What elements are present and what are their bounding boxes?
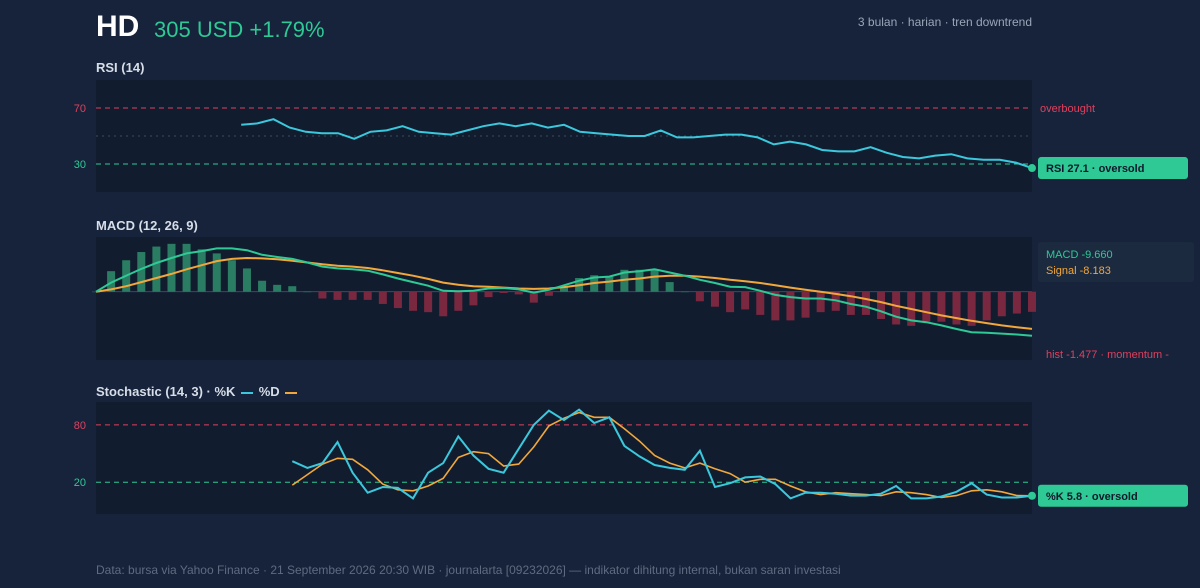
rsi-tick-70: 70 [74, 103, 86, 115]
macd-hist-bar [484, 291, 493, 298]
macd-hist-bar [197, 249, 206, 292]
macd-hist-bar [454, 291, 463, 311]
macd-hist-bar [560, 286, 568, 292]
macd-value-label: MACD -9.660 [1046, 249, 1113, 261]
hist-value-label: hist -1.477 · momentum - [1046, 349, 1169, 361]
macd-hist-bar [922, 291, 931, 322]
macd-hist-bar [892, 291, 901, 325]
macd-hist-bar [741, 291, 750, 310]
macd-hist-bar [363, 291, 372, 300]
macd-hist-bar [756, 291, 765, 315]
macd-value-box [1038, 242, 1194, 282]
rsi-current-badge-bg [1038, 157, 1188, 180]
signal-line [95, 256, 1033, 330]
stoch-tick-80: 80 [74, 420, 86, 432]
rsi-current-badge: RSI 27.1 · oversold [1046, 163, 1144, 175]
macd-hist-bar [378, 291, 387, 304]
macd-hist-bar [665, 282, 674, 292]
macd-hist-bar [650, 269, 659, 292]
macd-hist-bar [529, 291, 538, 303]
macd-hist-bar [861, 291, 870, 315]
macd-hist-bar [997, 291, 1006, 317]
macd-hist-bar [816, 291, 825, 313]
macd-hist-bar [288, 286, 297, 292]
macd-hist-bar [695, 291, 704, 302]
macd-title: MACD (12, 26, 9) [96, 218, 198, 233]
macd-hist-bar [167, 243, 176, 292]
stoch-tick-20: 20 [74, 477, 86, 489]
macd-hist-bar [514, 291, 523, 295]
macd-hist-bar [92, 291, 100, 293]
macd-hist-bar [107, 271, 116, 292]
macd-hist-bar [318, 291, 327, 299]
macd-hist-bar [439, 291, 448, 317]
d-legend-label: %D [258, 384, 280, 399]
rsi-title: RSI (14) [96, 60, 145, 75]
macd-hist-bar [544, 291, 553, 296]
macd-hist-bar [967, 291, 976, 326]
chart-context: 3 bulan · harian · tren downtrend [857, 15, 1032, 29]
macd-hist-bar [469, 291, 478, 306]
stoch-current-badge: %K 5.8 · oversold [1046, 491, 1138, 503]
rsi-last-point [1028, 164, 1036, 173]
macd-hist-bar [1012, 291, 1021, 314]
d-legend-swatch [285, 391, 298, 394]
macd-hist-bar [227, 260, 236, 292]
macd-hist-bar [137, 252, 146, 292]
macd-hist-bar [635, 269, 644, 292]
macd-hist-bar [680, 291, 689, 293]
macd-hist-bar [801, 291, 810, 318]
macd-hist-bar [393, 291, 402, 309]
macd-hist-bar [786, 291, 795, 321]
stoch-current-badge-bg [1038, 484, 1188, 507]
macd-hist-bar [152, 246, 161, 292]
stoch-last-point [1028, 491, 1036, 500]
macd-panel [96, 237, 1032, 360]
macd-hist-bar [952, 291, 961, 325]
macd-hist-bar [348, 291, 357, 300]
price-change: 305 USD +1.79% [154, 17, 325, 42]
macd-hist-bar [242, 268, 251, 292]
macd-hist-bar [605, 276, 614, 292]
stoch-title-block: Stochastic (14, 3) · %K %D [96, 384, 299, 399]
stoch-d-line [291, 411, 1033, 499]
macd-hist-bar [303, 291, 312, 293]
macd-hist-bar [273, 284, 282, 292]
macd-hist-bar [877, 291, 886, 319]
macd-hist-bar [182, 243, 191, 292]
k-legend-swatch [241, 391, 254, 394]
ticker-symbol: HD [96, 10, 140, 43]
rsi-line [241, 118, 1033, 170]
footer-note: Data: bursa via Yahoo Finance · 21 Septe… [96, 563, 841, 577]
rsi-overbought-label: overbought [1040, 103, 1095, 115]
macd-line [95, 247, 1033, 337]
macd-hist-bar [982, 291, 991, 321]
macd-hist-bar [771, 291, 780, 321]
macd-hist-bar [258, 280, 267, 292]
macd-hist-bar [726, 291, 735, 313]
rsi-tick-30: 30 [74, 159, 86, 171]
macd-hist-bar [1028, 291, 1036, 312]
macd-hist-bar [937, 291, 946, 322]
stoch-title: Stochastic (14, 3) · %K [96, 384, 236, 399]
macd-hist-bar [212, 253, 221, 292]
macd-hist-bar [499, 291, 508, 294]
macd-hist-bar [424, 291, 433, 313]
signal-value-label: Signal -8.183 [1046, 265, 1111, 277]
macd-hist-bar [710, 291, 719, 307]
macd-hist-bar [409, 291, 418, 311]
stoch-k-line [291, 408, 1033, 500]
macd-hist-bar [333, 291, 342, 300]
